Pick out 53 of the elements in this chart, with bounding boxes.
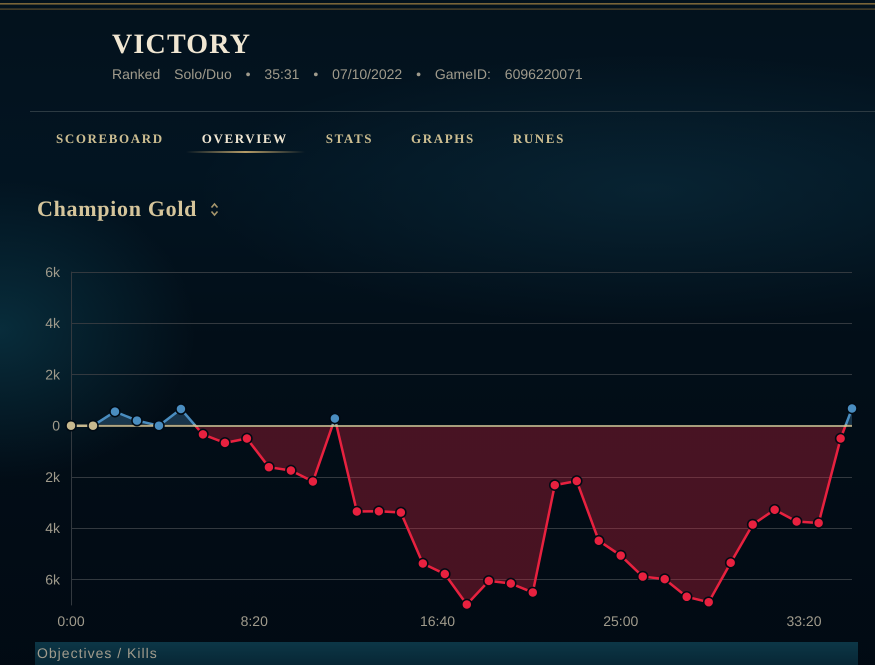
point <box>461 598 473 610</box>
x-tick-label: 0:00 <box>57 613 85 629</box>
point <box>658 573 671 585</box>
point <box>131 414 143 426</box>
text: GRAPHS <box>411 131 475 146</box>
point <box>395 506 407 518</box>
x-tick-label: 33:20 <box>786 613 822 629</box>
point <box>197 428 209 440</box>
x-tick-label: 8:20 <box>240 613 268 629</box>
text: VICTORY <box>112 29 252 61</box>
x-tick-label: 16:40 <box>420 613 456 629</box>
text: STATS <box>326 131 374 146</box>
point <box>746 518 758 530</box>
point <box>636 570 649 582</box>
point <box>109 406 121 418</box>
point <box>329 412 341 424</box>
point <box>505 578 517 590</box>
point <box>219 437 231 449</box>
text: SCOREBOARD <box>56 131 164 146</box>
y-tick-label: 2k <box>45 468 61 485</box>
x-tick-label: 25:00 <box>603 613 638 629</box>
y-tick-label: 0 <box>52 418 60 434</box>
point <box>175 403 187 415</box>
point <box>834 432 846 444</box>
point <box>846 402 858 414</box>
point <box>351 506 363 518</box>
point <box>307 476 319 488</box>
point <box>570 475 583 487</box>
point <box>439 568 451 580</box>
point <box>417 558 429 570</box>
y-tick-label: 6k <box>45 264 61 280</box>
point <box>87 420 99 432</box>
point <box>790 516 802 528</box>
y-tick-label: 4k <box>45 315 61 332</box>
chart-title: Champion Gold <box>37 196 198 222</box>
point <box>285 464 297 476</box>
point <box>153 420 165 432</box>
point <box>241 432 253 444</box>
point <box>702 596 714 608</box>
point <box>65 420 77 432</box>
section-header: Objectives / Kills <box>35 642 858 665</box>
text: Ranked Solo/Duo • 35:31 • 07/10/2022 • GameID: 6096220071 <box>112 66 583 82</box>
text: RUNES <box>512 131 565 146</box>
point <box>614 550 627 562</box>
point <box>812 517 824 529</box>
y-tick-label: 6k <box>45 571 61 588</box>
point <box>483 575 495 587</box>
point <box>263 461 275 473</box>
y-tick-label: 2k <box>45 366 61 382</box>
point <box>548 479 561 491</box>
point <box>724 556 736 569</box>
text: OVERVIEW <box>202 131 288 146</box>
y-tick-label: 4k <box>45 520 61 536</box>
